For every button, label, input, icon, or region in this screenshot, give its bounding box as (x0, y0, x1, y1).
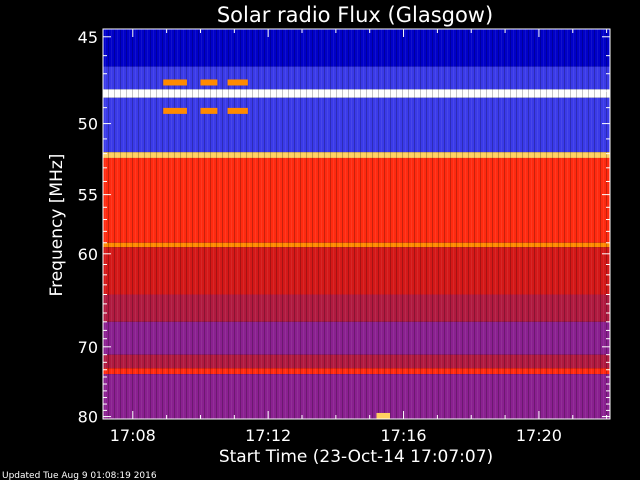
x-tick-label: 17:20 (516, 426, 562, 445)
y-axis: 45 50 55 60 70 80 (78, 28, 610, 427)
burst (163, 79, 187, 86)
burst (227, 107, 248, 114)
updated-footer: Updated Tue Aug 9 01:08:19 2016 (2, 471, 157, 480)
burst (376, 412, 391, 419)
spectrogram-texture (103, 29, 610, 419)
chart-title: Solar radio Flux (Glasgow) (217, 3, 493, 27)
y-axis-label: Frequency [MHz] (47, 154, 67, 297)
plot-frame (102, 28, 611, 420)
burst (227, 79, 248, 86)
x-axis-label: Start Time (23-Oct-14 17:07:07) (219, 447, 493, 467)
y-tick-label: 50 (78, 115, 98, 134)
y-tick-label: 60 (78, 245, 98, 264)
plot-area (102, 28, 611, 420)
x-tick-label: 17:12 (245, 426, 291, 445)
burst (200, 79, 218, 86)
x-tick-label: 17:08 (110, 426, 156, 445)
burst (163, 107, 187, 114)
y-tick-label: 70 (78, 338, 98, 357)
y-tick-label: 80 (78, 408, 98, 427)
x-tick-label: 17:16 (380, 426, 426, 445)
y-tick-label: 55 (78, 186, 98, 205)
y-tick-label: 45 (78, 28, 98, 47)
burst (200, 107, 218, 114)
x-axis: 17:08 17:12 17:16 17:20 (110, 29, 608, 445)
